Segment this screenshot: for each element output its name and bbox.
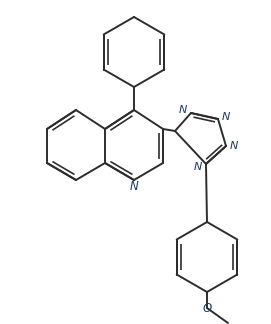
Text: N: N bbox=[194, 162, 202, 172]
Text: N: N bbox=[222, 112, 230, 122]
Text: N: N bbox=[179, 105, 187, 115]
Text: O: O bbox=[202, 302, 212, 315]
Text: N: N bbox=[130, 180, 138, 193]
Text: N: N bbox=[230, 141, 238, 151]
